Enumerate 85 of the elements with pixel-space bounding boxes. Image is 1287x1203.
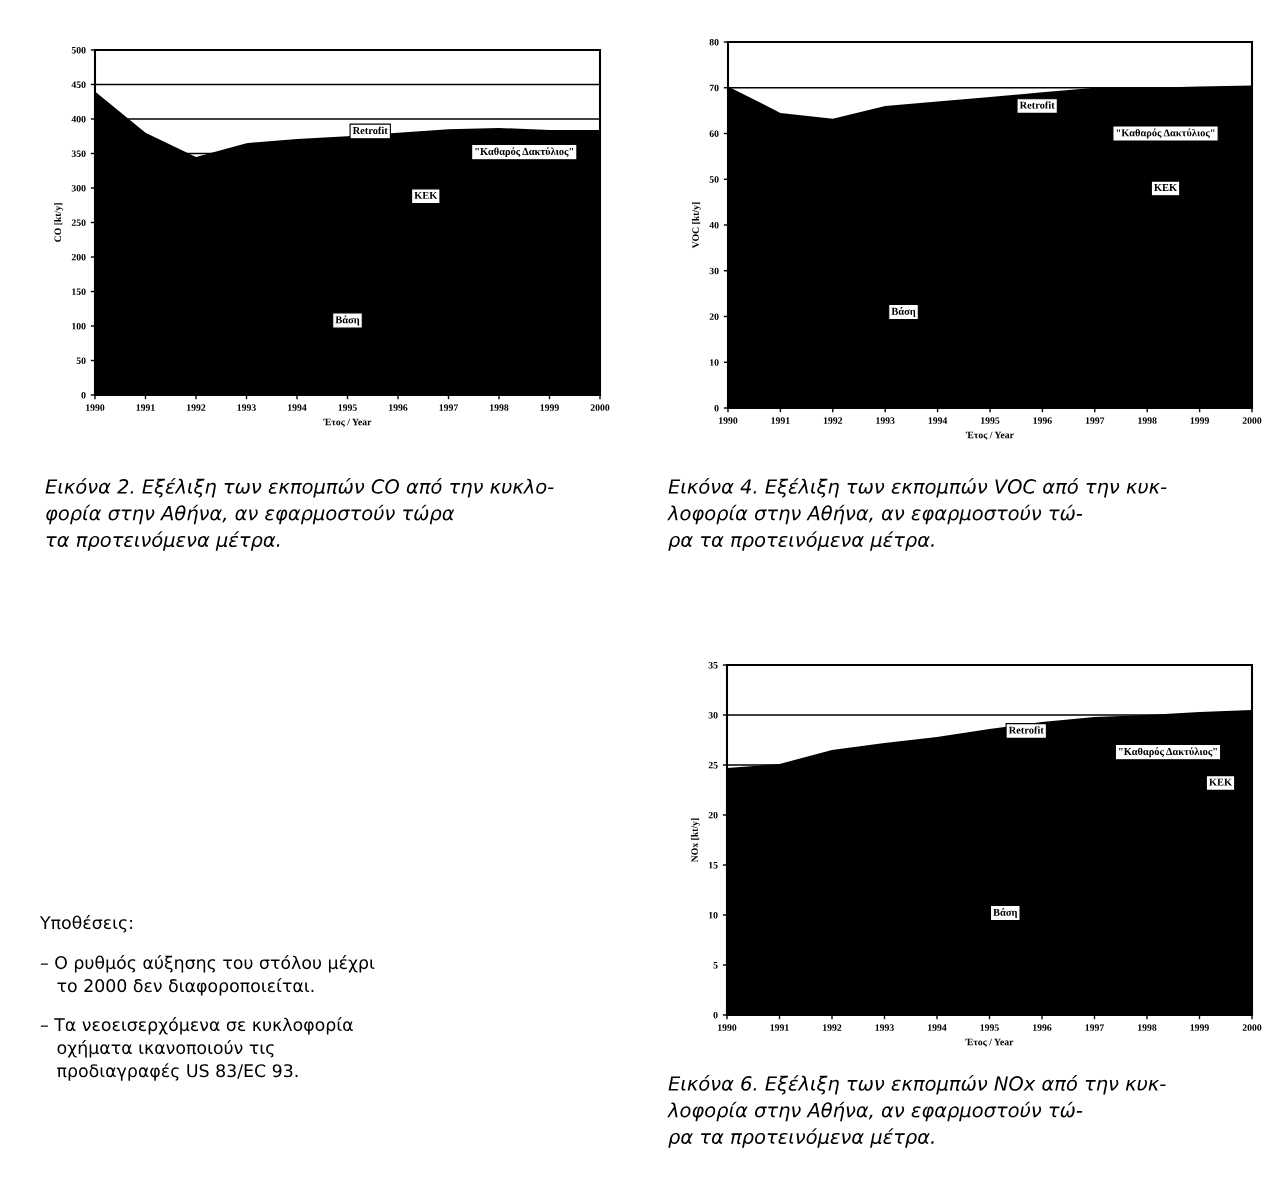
x-tick-label: 1997	[1085, 417, 1105, 424]
y-tick-label: 70	[709, 84, 719, 92]
x-tick-label: 1992	[187, 404, 206, 411]
x-tick-label: 1990	[86, 404, 105, 411]
annotation: "Καθαρός Δακτύλιος"	[1119, 747, 1217, 758]
y-tick-label: 200	[71, 253, 86, 261]
y-tick-label: 80	[709, 38, 719, 46]
y-tick-label: 10	[709, 911, 718, 919]
y-tick-label: 250	[71, 219, 86, 226]
y-tick-label: 0	[81, 391, 86, 399]
x-tick-label: 1998	[490, 404, 509, 411]
x-tick-label: 1998	[1138, 1024, 1157, 1031]
x-tick-label: 1996	[1033, 1024, 1052, 1031]
x-tick-label: 2000	[1242, 1024, 1262, 1031]
y-tick-label: 5	[713, 962, 718, 969]
text: – Ο ρυθμός αύξησης του στόλου μέχρι το 2000 δεν διαφοροποιείται.	[40, 955, 375, 996]
text: Εικόνα 4. Εξέλιξη των εκπομπών VOC από την κυκ- λοφορία στην Αθήνα, αν εφαρμοστούν τώ- ρα τα προτεινόμενα μέτρα.	[667, 478, 1167, 551]
x-tick-label: 1990	[719, 417, 738, 424]
x-tick-label: 1996	[1033, 417, 1052, 424]
annotation: Βάση	[891, 306, 916, 317]
annotation: Βάση	[335, 315, 360, 326]
y-tick-label: 300	[71, 184, 86, 192]
y-tick-label: 0	[713, 1011, 718, 1019]
y-tick-label: 50	[76, 357, 86, 364]
x-tick-label: 2000	[590, 404, 610, 411]
text: Εικόνα 6. Εξέλιξη των εκπομπών NOx από την κυκ- λοφορία στην Αθήνα, αν εφαρμοστούν τώ- ρα τα προτεινόμενα μέτρα.	[667, 1075, 1166, 1148]
x-tick-label: 1990	[718, 1024, 737, 1031]
x-tick-label: 2000	[1242, 417, 1262, 424]
y-tick-label: 0	[714, 404, 719, 412]
y-tick-label: 350	[71, 150, 86, 157]
y-tick-label: 25	[708, 761, 718, 769]
x-tick-label: 1993	[875, 1024, 894, 1031]
annotation: Retrofit	[1008, 726, 1044, 734]
y-tick-label: 30	[708, 711, 718, 719]
y-tick-label: 35	[708, 661, 718, 669]
x-tick-label: 1992	[823, 417, 843, 424]
y-tick-label: 60	[709, 130, 719, 137]
x-tick-label: 1994	[288, 404, 307, 411]
y-axis-title: VOC [kt/y]	[692, 202, 701, 249]
x-tick-label: 1995	[980, 1024, 999, 1031]
x-tick-label: 1991	[770, 1024, 789, 1031]
annotation: "Καθαρός Δακτύλιος"	[1116, 128, 1215, 139]
x-tick-label: 1999	[1190, 1024, 1209, 1031]
x-tick-label: 1998	[1138, 417, 1157, 424]
x-tick-label: 1994	[928, 1024, 947, 1031]
y-tick-label: 15	[709, 861, 718, 869]
x-axis-title: Έτος / Year	[965, 431, 1014, 440]
x-tick-label: 1993	[876, 417, 895, 424]
text: – Τα νεοεισερχόμενα σε κυκλοφορία οχήματα ικανοποιούν τις προδιαγραφές US 83/EC 93.	[40, 1017, 353, 1081]
y-tick-label: 20	[709, 313, 719, 320]
x-tick-label: 1995	[981, 417, 1000, 424]
y-tick-label: 500	[71, 46, 86, 54]
x-axis-title: Έτος / Year	[323, 418, 372, 427]
x-tick-label: 1997	[439, 404, 458, 411]
x-tick-label: 1999	[540, 404, 559, 411]
annotation: "Καθαρός Δακτύλιος"	[475, 147, 574, 158]
annotation: Βάση	[993, 908, 1017, 918]
text: Υποθέσεις:	[39, 915, 132, 933]
x-tick-label: 1999	[1190, 417, 1209, 424]
x-tick-label: 1994	[928, 417, 948, 424]
annotation: ΚΕΚ	[1154, 184, 1178, 191]
x-tick-label: 1995	[338, 404, 357, 411]
y-axis-title: CO [kt/y]	[54, 203, 64, 242]
x-axis-title: Έτος / Year	[965, 1038, 1014, 1047]
y-tick-label: 20	[708, 811, 718, 819]
y-tick-label: 100	[72, 322, 86, 330]
y-tick-label: 30	[709, 267, 719, 275]
annotation: ΚΕΚ	[1209, 778, 1232, 786]
x-tick-label: 1991	[771, 417, 790, 424]
y-axis-title: NOx [kt/y]	[691, 818, 700, 863]
y-tick-label: 10	[710, 359, 719, 366]
y-tick-label: 150	[72, 288, 86, 295]
y-tick-label: 450	[71, 81, 86, 88]
annotation: Retrofit	[352, 126, 388, 135]
y-tick-label: 400	[71, 115, 86, 123]
x-tick-label: 1997	[1085, 1024, 1104, 1031]
x-tick-label: 1996	[389, 404, 408, 411]
y-tick-label: 40	[709, 221, 719, 229]
x-tick-label: 1993	[237, 404, 256, 411]
text: Εικόνα 2. Εξέλιξη των εκπομπών CO από την κυκλο- φορία στην Αθήνα, αν εφαρμοστούν τώρα τα προτεινόμενα μέτρα.	[45, 478, 554, 551]
y-tick-label: 50	[709, 176, 719, 183]
annotation: Retrofit	[1019, 101, 1055, 109]
x-tick-label: 1992	[823, 1024, 842, 1031]
x-tick-label: 1991	[136, 404, 155, 411]
annotation: ΚΕΚ	[414, 191, 438, 199]
